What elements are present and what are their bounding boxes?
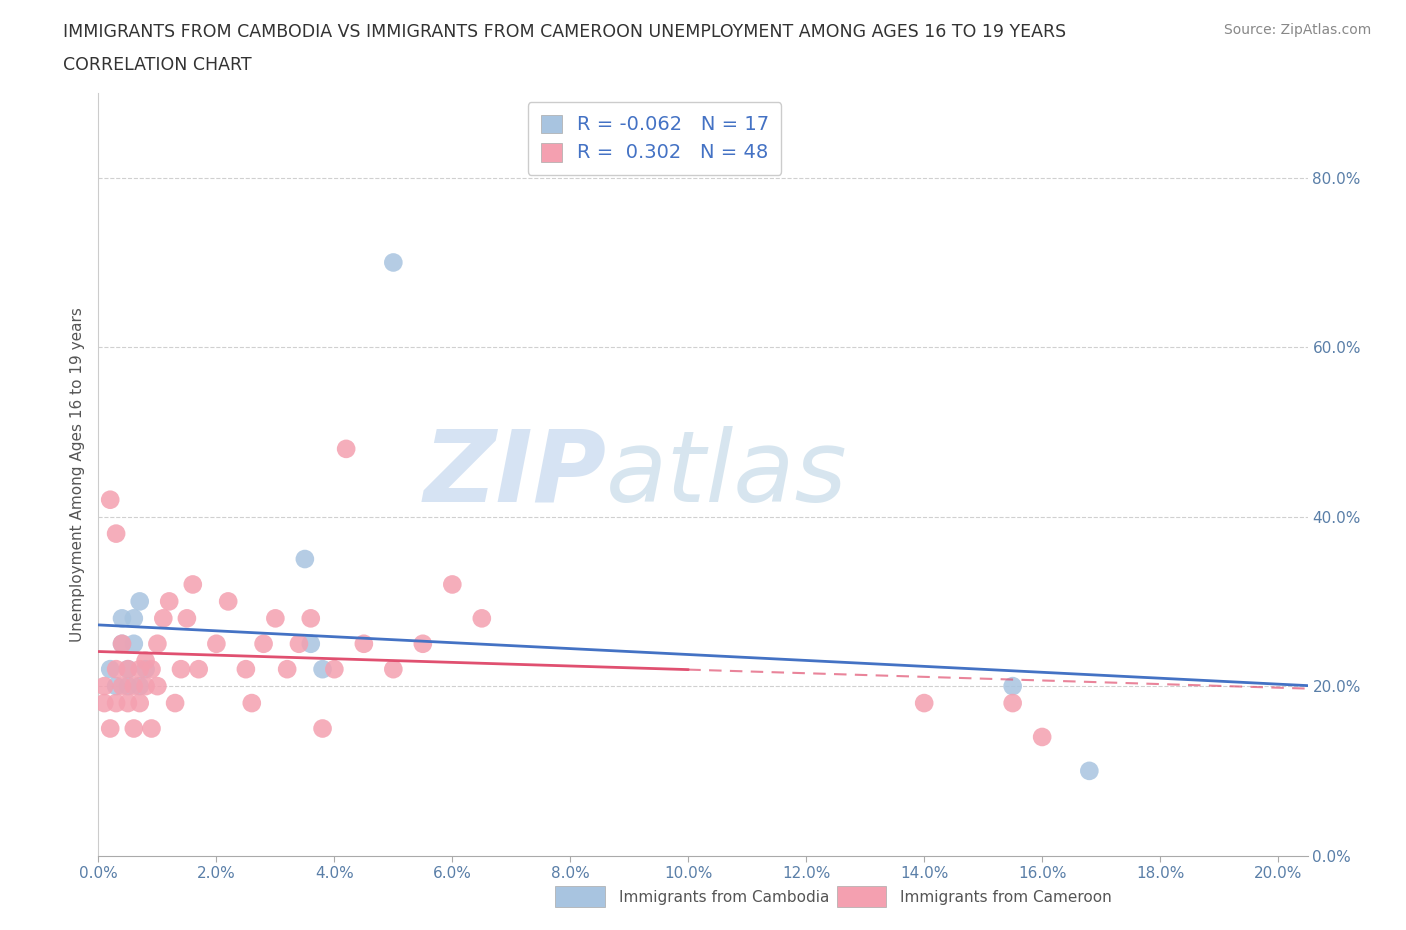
- Point: [98, 492, 121, 507]
- Point: [235, 662, 257, 677]
- Legend: R = -0.062   N = 17, R =  0.302   N = 48: R = -0.062 N = 17, R = 0.302 N = 48: [527, 102, 782, 175]
- Point: [311, 721, 333, 736]
- Point: [122, 721, 145, 736]
- Point: [128, 696, 150, 711]
- Point: [105, 679, 128, 694]
- Point: [111, 636, 134, 651]
- Point: [205, 636, 228, 651]
- Point: [152, 611, 174, 626]
- Point: [176, 611, 198, 626]
- Point: [252, 636, 274, 651]
- Point: [299, 611, 322, 626]
- Point: [93, 679, 115, 694]
- Point: [441, 577, 464, 591]
- Point: [146, 679, 169, 694]
- Point: [111, 679, 134, 694]
- Point: [141, 662, 163, 677]
- Point: [288, 636, 311, 651]
- Point: [299, 636, 322, 651]
- Point: [146, 636, 169, 651]
- Point: [311, 662, 333, 677]
- Text: atlas: atlas: [606, 426, 848, 523]
- Point: [128, 662, 150, 677]
- Point: [170, 662, 193, 677]
- Point: [122, 611, 145, 626]
- Point: [1031, 729, 1053, 744]
- Point: [276, 662, 298, 677]
- Point: [117, 696, 139, 711]
- Point: [294, 551, 316, 566]
- Point: [105, 696, 128, 711]
- Point: [111, 611, 134, 626]
- Point: [128, 594, 150, 609]
- Point: [98, 662, 121, 677]
- Point: [187, 662, 209, 677]
- Point: [135, 679, 157, 694]
- Point: [117, 662, 139, 677]
- Point: [1078, 764, 1101, 778]
- Point: [240, 696, 263, 711]
- Point: [382, 662, 405, 677]
- Text: ZIP: ZIP: [423, 426, 606, 523]
- Point: [135, 653, 157, 668]
- Point: [323, 662, 346, 677]
- Point: [217, 594, 239, 609]
- Point: [122, 679, 145, 694]
- Point: [128, 679, 150, 694]
- Point: [98, 721, 121, 736]
- Point: [93, 696, 115, 711]
- Point: [105, 662, 128, 677]
- Point: [471, 611, 494, 626]
- Point: [335, 442, 357, 457]
- Point: [111, 636, 134, 651]
- Point: [141, 721, 163, 736]
- Text: Source: ZipAtlas.com: Source: ZipAtlas.com: [1223, 23, 1371, 37]
- Point: [912, 696, 935, 711]
- Text: Immigrants from Cambodia: Immigrants from Cambodia: [619, 890, 830, 905]
- Text: CORRELATION CHART: CORRELATION CHART: [63, 56, 252, 73]
- Point: [105, 526, 128, 541]
- Point: [1001, 696, 1024, 711]
- Point: [412, 636, 434, 651]
- Point: [135, 662, 157, 677]
- Text: Immigrants from Cameroon: Immigrants from Cameroon: [900, 890, 1112, 905]
- Point: [157, 594, 180, 609]
- Y-axis label: Unemployment Among Ages 16 to 19 years: Unemployment Among Ages 16 to 19 years: [69, 307, 84, 642]
- Point: [181, 577, 204, 591]
- Point: [264, 611, 287, 626]
- Point: [117, 679, 139, 694]
- Point: [165, 696, 187, 711]
- Point: [122, 636, 145, 651]
- Point: [382, 255, 405, 270]
- Point: [353, 636, 375, 651]
- Text: IMMIGRANTS FROM CAMBODIA VS IMMIGRANTS FROM CAMEROON UNEMPLOYMENT AMONG AGES 16 : IMMIGRANTS FROM CAMBODIA VS IMMIGRANTS F…: [63, 23, 1066, 41]
- Point: [1001, 679, 1024, 694]
- Point: [117, 662, 139, 677]
